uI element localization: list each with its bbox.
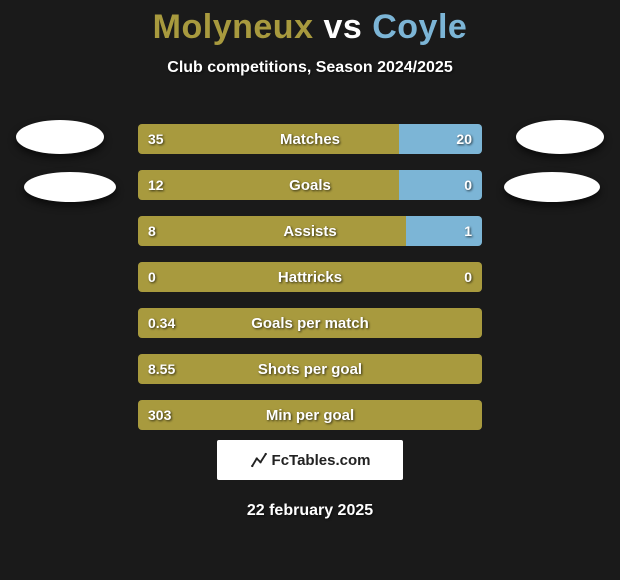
chart-icon: [250, 451, 268, 469]
stat-row: 120Goals: [138, 170, 482, 200]
team-badge-right-2: [504, 172, 600, 202]
title-player2: Coyle: [372, 8, 467, 46]
stat-row: 8.55Shots per goal: [138, 354, 482, 384]
stat-row: 3520Matches: [138, 124, 482, 154]
date-text: 22 february 2025: [0, 502, 620, 520]
subtitle: Club competitions, Season 2024/2025: [0, 59, 620, 77]
team-badge-right-1: [516, 120, 604, 154]
stats-bars: 3520Matches 120Goals 81Assists 00Hattricks 0…: [138, 124, 482, 446]
stat-row: 303Min per goal: [138, 400, 482, 430]
stat-label: Shots per goal: [138, 354, 482, 384]
stat-row: 81Assists: [138, 216, 482, 246]
team-badge-left-1: [16, 120, 104, 154]
stat-label: Goals: [138, 170, 482, 200]
stat-row: 0.34Goals per match: [138, 308, 482, 338]
stat-label: Assists: [138, 216, 482, 246]
brand-text: FcTables.com: [272, 452, 371, 469]
stat-label: Hattricks: [138, 262, 482, 292]
comparison-title: Molyneux vs Coyle: [0, 0, 620, 47]
team-badge-left-2: [24, 172, 116, 202]
stat-row: 00Hattricks: [138, 262, 482, 292]
title-vs: vs: [323, 8, 362, 46]
stat-label: Min per goal: [138, 400, 482, 430]
stat-label: Goals per match: [138, 308, 482, 338]
stat-label: Matches: [138, 124, 482, 154]
brand-box[interactable]: FcTables.com: [217, 440, 403, 480]
title-player1: Molyneux: [153, 8, 314, 46]
